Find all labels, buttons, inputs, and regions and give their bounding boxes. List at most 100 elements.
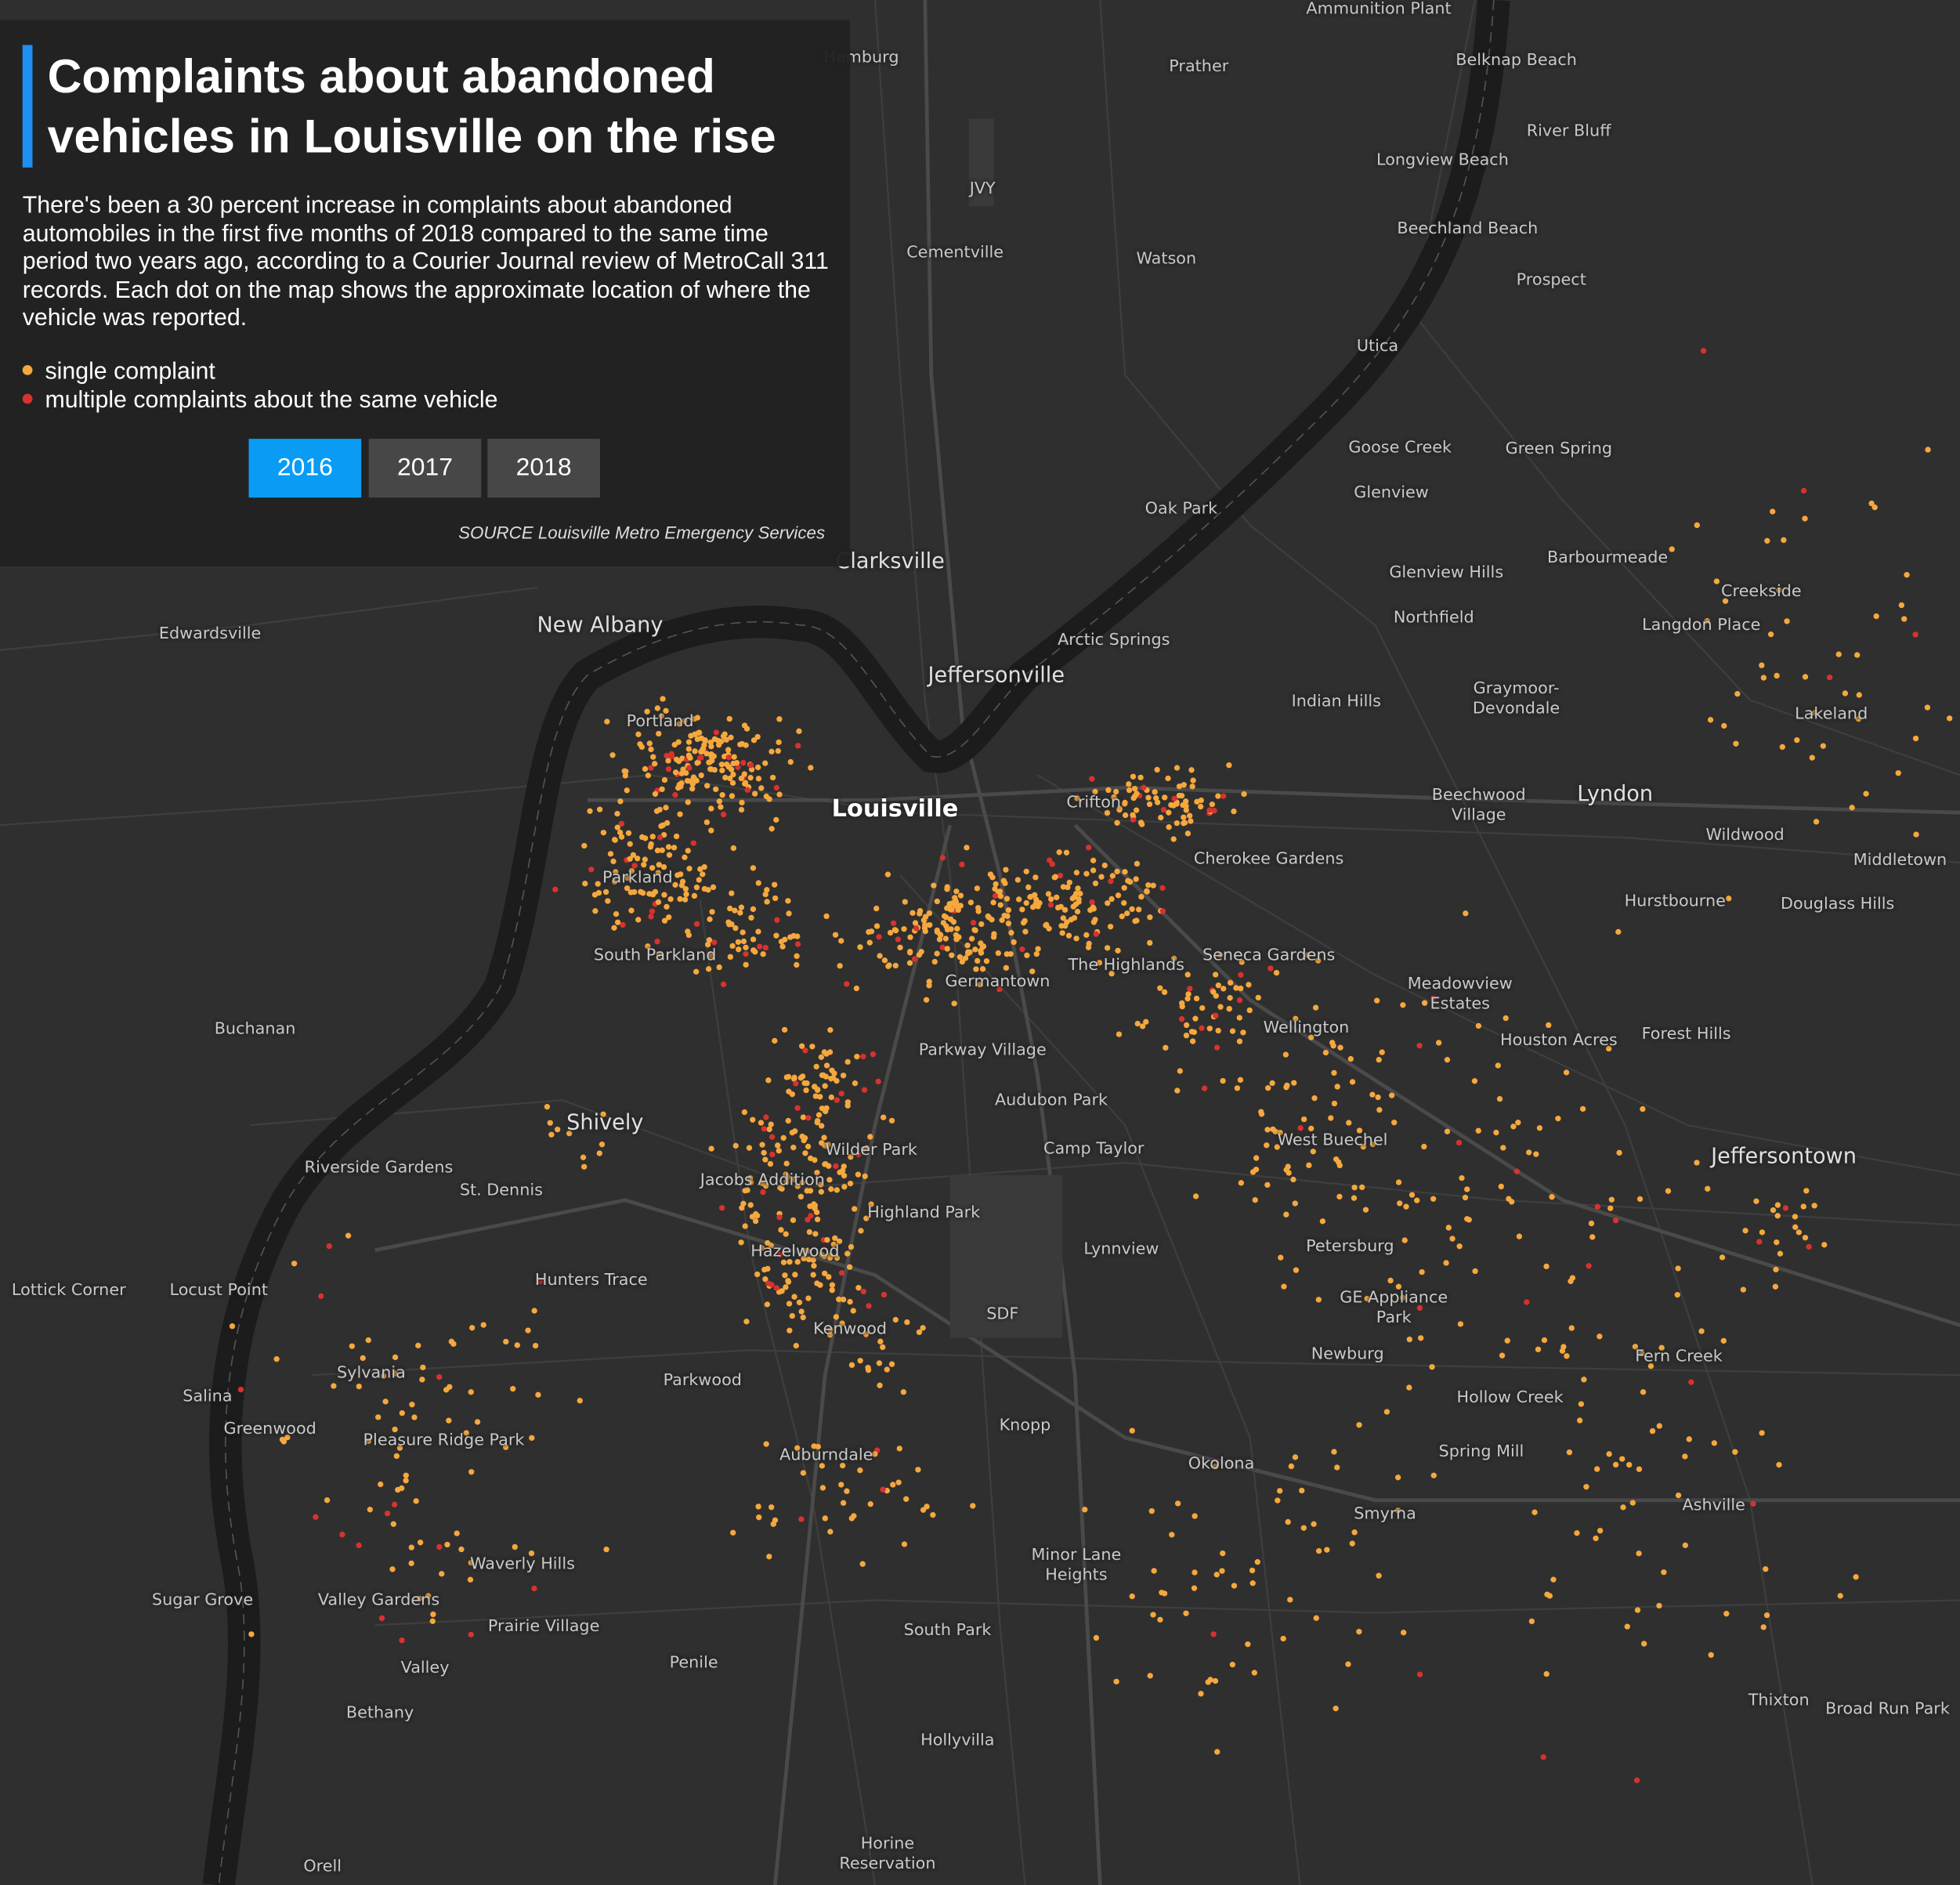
complaint-dot (758, 1120, 765, 1126)
complaint-dot (971, 927, 978, 933)
complaint-dot (1210, 989, 1217, 995)
place-label: Parkwood (663, 1371, 742, 1391)
complaint-dot (1183, 1610, 1189, 1616)
complaint-dot (1682, 1542, 1688, 1549)
complaint-dot (1418, 1335, 1424, 1341)
complaint-dot (1792, 1214, 1799, 1220)
complaint-dot (759, 1180, 765, 1187)
complaint-dot (1820, 743, 1826, 749)
complaint-dot (1073, 870, 1080, 876)
complaint-dot (656, 862, 662, 868)
year-button[interactable]: 2017 (368, 439, 482, 498)
complaint-dot (1578, 1401, 1585, 1407)
complaint-dot (752, 1218, 759, 1225)
complaint-dot (1206, 807, 1213, 813)
complaint-dot (1114, 819, 1120, 826)
place-label: Green Spring (1505, 440, 1613, 459)
complaint-dot (339, 1532, 345, 1538)
complaint-dot (791, 1176, 797, 1183)
complaint-dot (834, 1097, 840, 1103)
place-label: New Albany (537, 613, 664, 639)
complaint-dot (645, 943, 651, 950)
complaint-dot (907, 934, 913, 940)
legend-item: multiple complaints about the same vehic… (22, 388, 497, 415)
complaint-dot (403, 1472, 409, 1478)
complaint-dot (577, 1398, 583, 1404)
place-label: Beechland Beach (1397, 219, 1539, 239)
complaint-dot (1536, 1125, 1543, 1131)
complaint-dot (793, 1342, 799, 1349)
complaint-dot (1349, 1540, 1355, 1547)
complaint-dot (1360, 1144, 1366, 1150)
place-label: Shively (566, 1110, 644, 1136)
complaint-dot (614, 919, 621, 925)
complaint-dot (1190, 777, 1196, 783)
complaint-dot (532, 1342, 539, 1349)
complaint-dot (1076, 895, 1082, 903)
complaint-dot (872, 1451, 878, 1457)
complaint-dot (1636, 1466, 1643, 1472)
complaint-dot (1297, 1125, 1304, 1131)
complaint-dot (1345, 1661, 1351, 1667)
complaint-dot (713, 729, 720, 736)
complaint-dot (654, 939, 660, 945)
place-label: St. Dennis (459, 1181, 543, 1200)
complaint-dot (814, 1170, 820, 1176)
complaint-dot (1198, 1691, 1204, 1697)
year-button[interactable]: 2016 (248, 439, 362, 498)
complaint-dot (1397, 1200, 1403, 1207)
complaint-dot (850, 1308, 856, 1314)
complaint-dot (738, 806, 745, 813)
complaint-dot (896, 1445, 902, 1452)
complaint-dot (884, 1366, 890, 1373)
complaint-dot (977, 981, 983, 988)
complaint-dot (798, 1516, 805, 1522)
complaint-dot (1236, 1015, 1242, 1021)
complaint-dot (944, 946, 950, 952)
complaint-dot (1379, 1049, 1385, 1055)
year-button[interactable]: 2018 (487, 439, 600, 498)
complaint-dot (996, 888, 1004, 895)
complaint-dot (755, 776, 762, 782)
complaint-dot (673, 756, 680, 763)
complaint-dot (1541, 1337, 1548, 1344)
complaint-dot (1579, 1105, 1586, 1113)
complaint-dot (762, 1156, 768, 1163)
complaint-dot (1445, 1225, 1452, 1231)
complaint-dot (480, 1322, 486, 1328)
complaint-dot (768, 1134, 776, 1140)
complaint-dot (1086, 940, 1092, 947)
complaint-dot (1568, 1278, 1574, 1285)
complaint-dot (659, 786, 665, 793)
complaint-dot (1174, 1087, 1181, 1094)
complaint-dot (826, 1163, 832, 1169)
complaint-dot (644, 708, 650, 715)
complaint-dot (728, 766, 735, 772)
complaint-dot (729, 780, 736, 787)
complaint-dot (692, 748, 698, 754)
complaint-dot (1409, 1192, 1416, 1198)
complaint-dot (955, 906, 961, 914)
place-label: Oak Park (1145, 500, 1218, 519)
complaint-dot (1658, 1344, 1665, 1351)
complaint-dot (761, 1126, 767, 1132)
place-label: Petersburg (1306, 1237, 1394, 1257)
complaint-dot (602, 888, 609, 895)
complaint-dot (741, 771, 747, 777)
complaint-dot (957, 903, 964, 909)
complaint-dot (722, 774, 729, 781)
complaint-dot (782, 1272, 788, 1279)
place-label: Northfield (1393, 608, 1474, 628)
complaint-dot (870, 1051, 877, 1058)
complaint-dot (1238, 1180, 1245, 1186)
complaint-dot (1166, 824, 1172, 830)
complaint-dot (1197, 803, 1204, 810)
place-label: Fern Creek (1635, 1347, 1723, 1366)
complaint-dot (997, 902, 1004, 908)
complaint-dot (1093, 1634, 1100, 1641)
complaint-dot (848, 1243, 855, 1250)
place-label: Prairie Village (487, 1617, 600, 1637)
complaint-dot (628, 868, 635, 874)
complaint-dot (917, 907, 924, 914)
complaint-dot (964, 845, 970, 851)
